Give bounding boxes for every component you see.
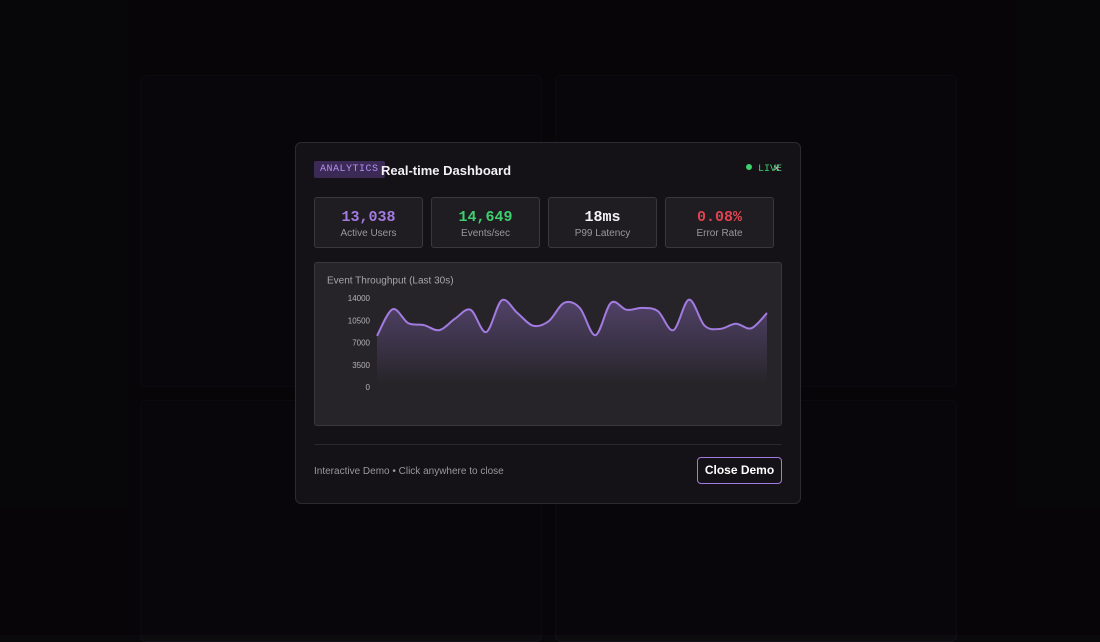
- footer-text: Interactive Demo • Click anywhere to clo…: [314, 466, 504, 477]
- stat-value: 14,649: [432, 209, 539, 226]
- stat-label: P99 Latency: [549, 228, 656, 239]
- y-tick-label: 0: [366, 383, 371, 392]
- stats: 13,038 Active Users 14,649 Events/sec 18ms…: [314, 197, 774, 248]
- stat-value: 13,038: [315, 209, 422, 226]
- chart: Event Throughput (Last 30s) 0 3500 7000 105…: [315, 263, 781, 425]
- stat-card: 13,038 Active Users: [314, 197, 423, 248]
- close-button[interactable]: Close Demo: [697, 457, 782, 484]
- stat-label: Active Users: [315, 228, 422, 239]
- stat-label: Error Rate: [666, 228, 773, 239]
- stat-value: 0.08%: [666, 209, 773, 226]
- area: [377, 300, 767, 385]
- stat-label: Events/sec: [432, 228, 539, 239]
- stat-value: 18ms: [549, 209, 656, 226]
- y-tick-label: 7000: [352, 339, 370, 348]
- stat-card: 14,649 Events/sec: [431, 197, 540, 248]
- chart-title: Event Throughput (Last 30s): [327, 276, 454, 287]
- stat-card: 0.08% Error Rate: [665, 197, 774, 248]
- close-icon[interactable]: ×: [773, 161, 780, 175]
- modal-title: Real-time Dashboard: [381, 163, 511, 178]
- chart-panel: Event Throughput (Last 30s) 0 3500 7000 105…: [314, 262, 782, 426]
- y-tick-label: 10500: [348, 316, 371, 325]
- y-tick-label: 14000: [348, 294, 371, 303]
- separator: [314, 444, 782, 445]
- y-tick-label: 3500: [352, 361, 370, 370]
- modal: ANALYTICS Real-time Dashboard LIVE × 13,…: [295, 142, 801, 504]
- stat-card: 18ms P99 Latency: [548, 197, 657, 248]
- badge: ANALYTICS: [314, 161, 385, 178]
